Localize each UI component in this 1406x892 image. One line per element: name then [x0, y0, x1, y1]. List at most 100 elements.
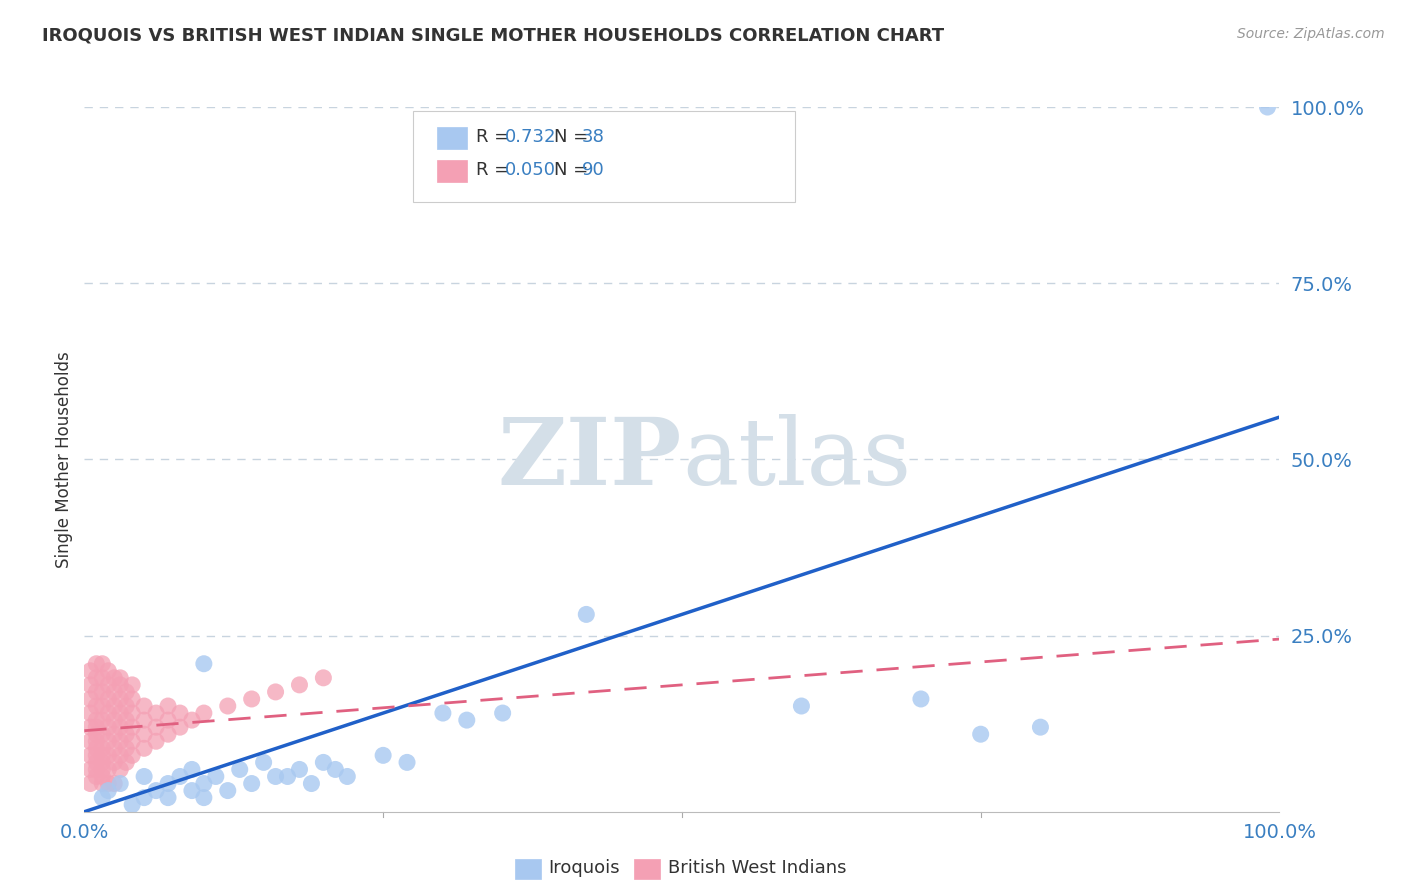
FancyBboxPatch shape [413, 111, 796, 202]
Point [79, 692, 101, 706]
Point [110, 748, 132, 763]
Point [97, 763, 120, 777]
Point [79, 720, 101, 734]
Point [970, 727, 993, 741]
Point [132, 727, 156, 741]
Point [288, 678, 311, 692]
Point [456, 713, 478, 727]
Point [132, 699, 156, 714]
Point [217, 783, 239, 797]
Point [86, 685, 108, 699]
Point [91, 713, 114, 727]
Point [103, 699, 125, 714]
Point [132, 741, 156, 756]
Point [325, 763, 347, 777]
Point [97, 734, 120, 748]
Point [103, 776, 125, 790]
Text: 38: 38 [582, 128, 605, 145]
Point [79, 706, 101, 720]
Point [86, 734, 108, 748]
Point [79, 678, 101, 692]
Point [86, 748, 108, 763]
Point [97, 664, 120, 678]
Point [312, 756, 335, 770]
Point [910, 692, 932, 706]
Point [97, 748, 120, 763]
Point [110, 678, 132, 692]
Point [86, 657, 108, 671]
Point [145, 783, 167, 797]
Point [169, 706, 191, 720]
Point [86, 756, 108, 770]
Point [86, 727, 108, 741]
Point [132, 713, 156, 727]
Point [103, 727, 125, 741]
Point [91, 769, 114, 784]
Text: atlas: atlas [682, 415, 911, 504]
Text: British West Indians: British West Indians [668, 859, 846, 877]
Point [115, 727, 138, 741]
Text: 90: 90 [582, 161, 605, 179]
Point [79, 664, 101, 678]
Point [79, 763, 101, 777]
Point [169, 720, 191, 734]
Point [790, 699, 813, 714]
Point [205, 769, 228, 784]
Point [396, 756, 419, 770]
Point [91, 748, 114, 763]
Point [91, 790, 114, 805]
FancyBboxPatch shape [634, 859, 661, 879]
Point [121, 678, 143, 692]
Point [312, 671, 335, 685]
Text: Source: ZipAtlas.com: Source: ZipAtlas.com [1237, 27, 1385, 41]
Text: 0.050: 0.050 [505, 161, 555, 179]
Point [110, 763, 132, 777]
Point [132, 790, 156, 805]
Point [97, 678, 120, 692]
Point [132, 769, 156, 784]
Point [264, 685, 287, 699]
Point [86, 763, 108, 777]
Point [121, 797, 143, 812]
Y-axis label: Single Mother Households: Single Mother Households [55, 351, 73, 567]
Point [264, 769, 287, 784]
Point [121, 748, 143, 763]
Point [86, 671, 108, 685]
Point [1029, 720, 1052, 734]
Point [103, 685, 125, 699]
Point [115, 741, 138, 756]
Point [115, 685, 138, 699]
Point [91, 685, 114, 699]
Point [110, 776, 132, 790]
Point [110, 734, 132, 748]
Point [91, 776, 114, 790]
Point [277, 769, 299, 784]
Text: N =: N = [554, 161, 593, 179]
Point [145, 720, 167, 734]
Point [229, 763, 252, 777]
FancyBboxPatch shape [437, 127, 467, 149]
Point [432, 706, 454, 720]
Point [193, 657, 215, 671]
Point [301, 776, 323, 790]
Point [110, 706, 132, 720]
Point [115, 756, 138, 770]
Text: Iroquois: Iroquois [548, 859, 620, 877]
Point [103, 713, 125, 727]
Point [193, 706, 215, 720]
Point [240, 692, 263, 706]
Point [121, 720, 143, 734]
Point [103, 671, 125, 685]
Point [91, 756, 114, 770]
Point [86, 769, 108, 784]
Point [193, 790, 215, 805]
Point [79, 748, 101, 763]
Point [157, 699, 180, 714]
Point [1257, 100, 1279, 114]
Point [157, 727, 180, 741]
Point [91, 657, 114, 671]
Point [575, 607, 598, 622]
Text: N =: N = [554, 128, 593, 145]
FancyBboxPatch shape [515, 859, 541, 879]
Point [115, 699, 138, 714]
